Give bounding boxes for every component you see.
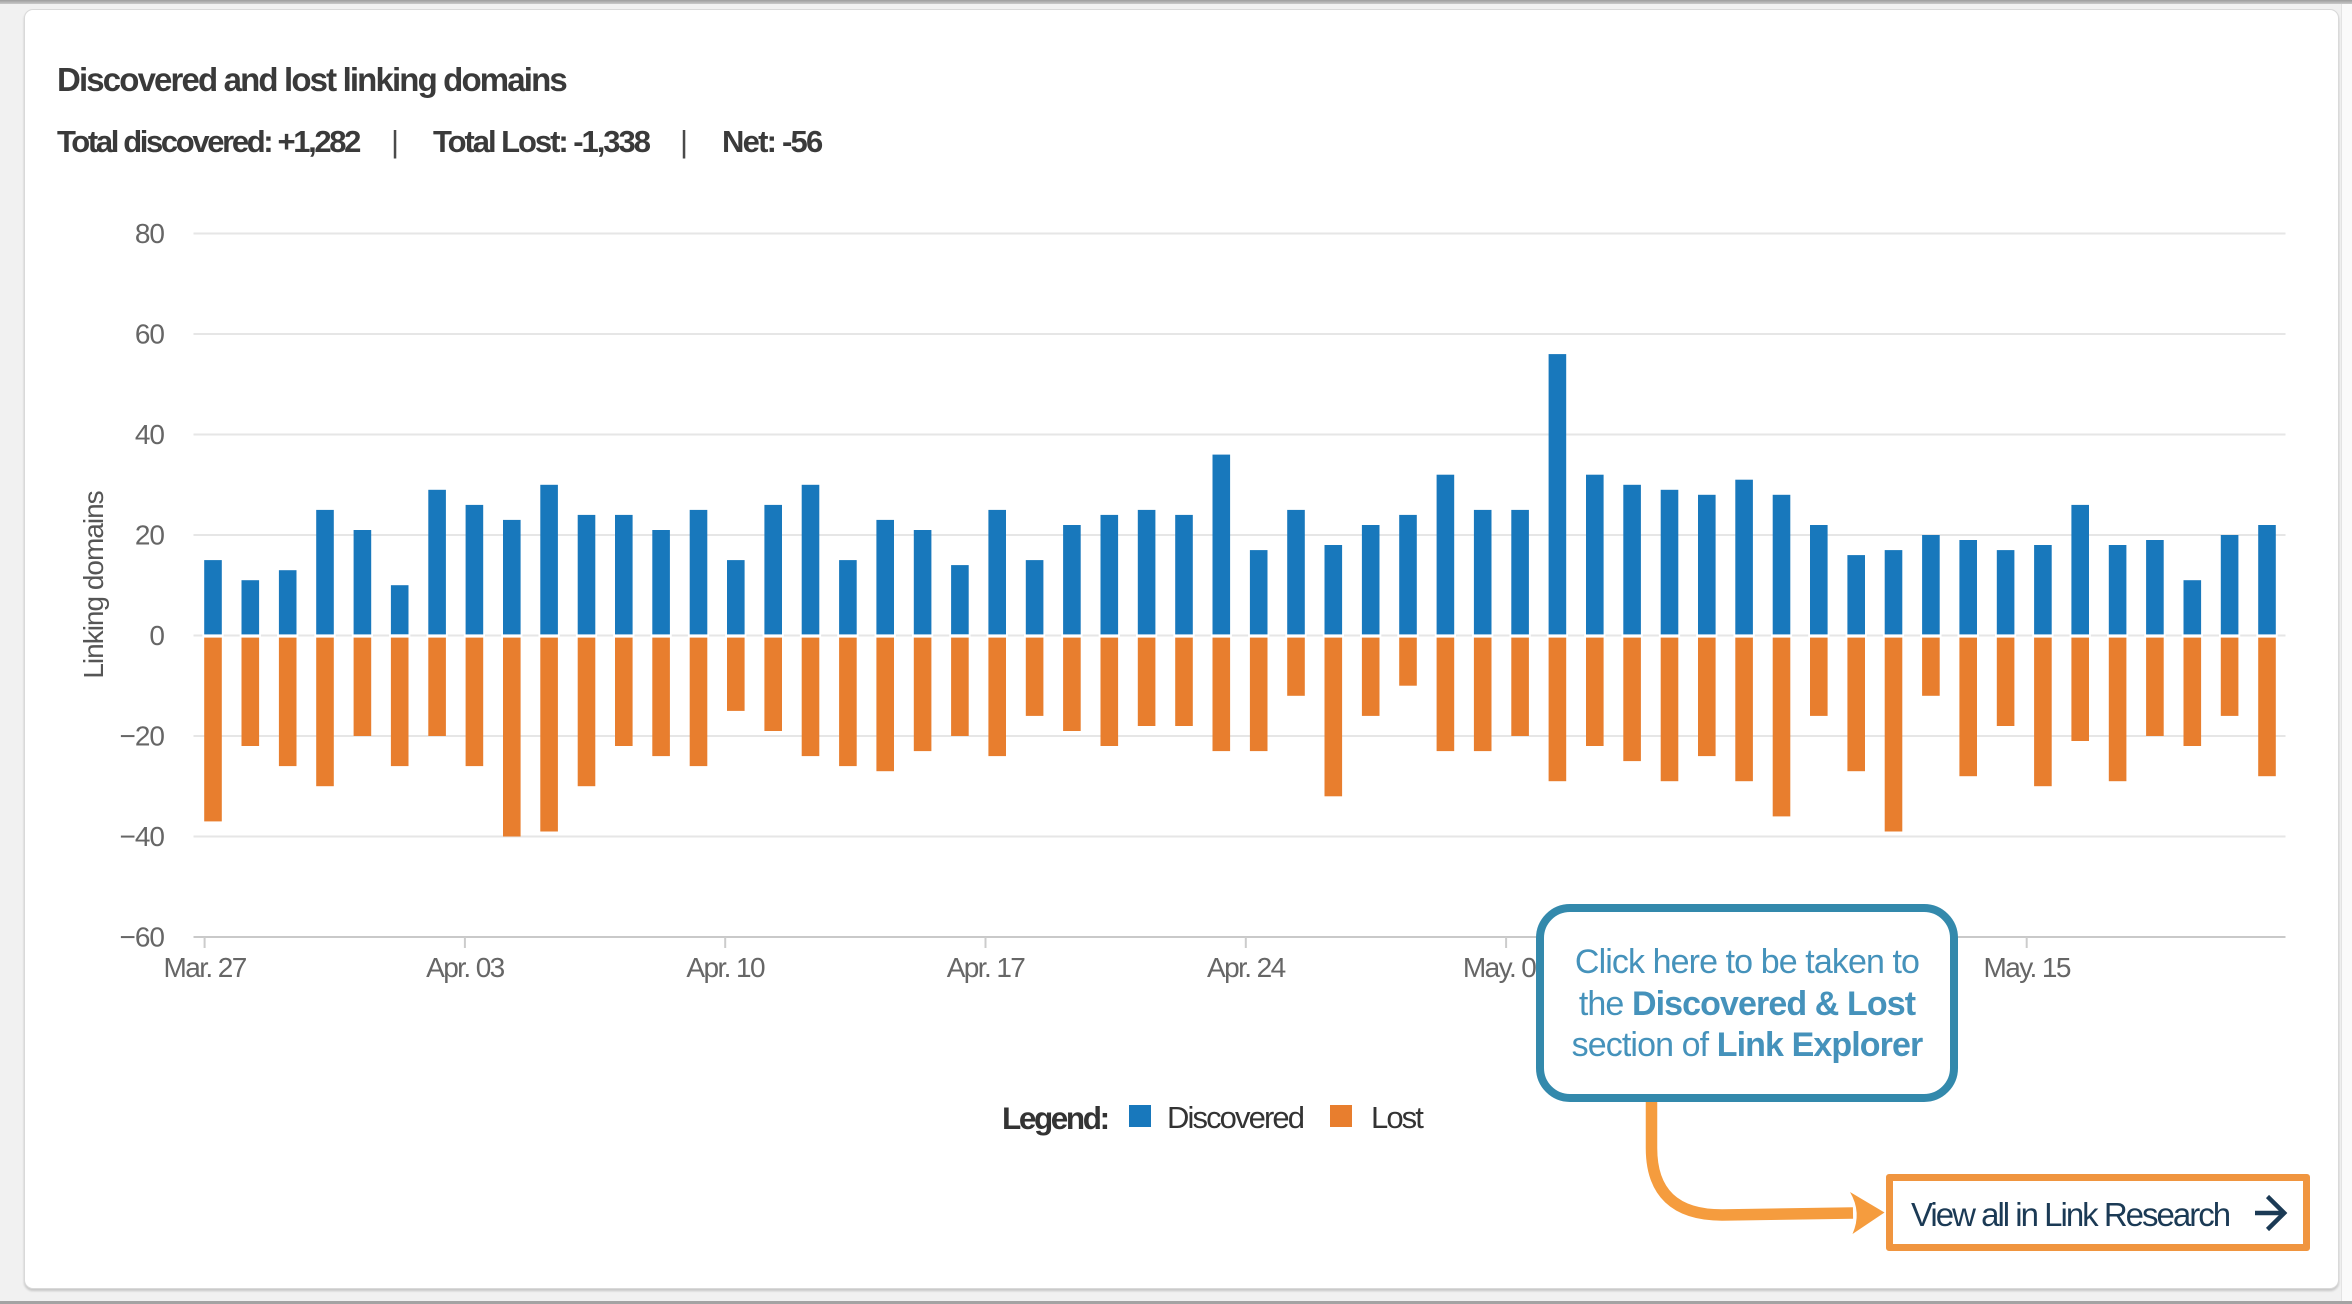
svg-text:40: 40 (135, 419, 165, 450)
svg-text:−20: −20 (120, 721, 165, 752)
svg-text:0: 0 (149, 620, 164, 651)
svg-text:80: 80 (135, 218, 165, 249)
svg-text:20: 20 (135, 520, 165, 551)
svg-text:Linking domains: Linking domains (78, 491, 109, 678)
svg-text:−40: −40 (120, 821, 165, 852)
svg-text:May. 15: May. 15 (1984, 952, 2071, 983)
svg-text:Apr. 17: Apr. 17 (947, 952, 1026, 983)
svg-text:Apr. 24: Apr. 24 (1207, 952, 1286, 983)
svg-text:60: 60 (135, 319, 165, 350)
svg-text:Mar. 27: Mar. 27 (164, 952, 247, 983)
svg-text:−60: −60 (120, 922, 165, 953)
svg-text:Apr. 03: Apr. 03 (426, 952, 505, 983)
svg-text:Apr. 10: Apr. 10 (686, 952, 765, 983)
